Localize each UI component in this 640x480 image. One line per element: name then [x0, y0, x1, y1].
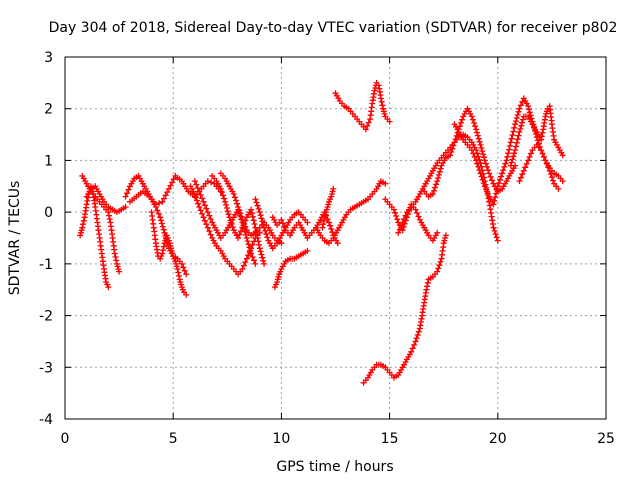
series-markers [421, 105, 519, 200]
series-arc-17 [360, 232, 449, 386]
series-arc-9 [209, 172, 268, 267]
x-tick-label: 15 [381, 431, 399, 447]
series-arc-13 [271, 247, 311, 291]
series-markers [83, 183, 129, 216]
series-markers [148, 209, 190, 298]
series-arc-10 [217, 170, 285, 247]
series-markers [313, 178, 389, 247]
series-markers [187, 183, 263, 278]
chart-title: Day 304 of 2018, Sidereal Day-to-day VTE… [49, 20, 618, 36]
x-tick-label: 10 [272, 431, 290, 447]
series-markers [507, 103, 566, 169]
x-tick-label: 0 [61, 431, 70, 447]
series-markers [516, 141, 566, 185]
series-markers [217, 170, 285, 247]
series-arc-3 [83, 183, 129, 216]
y-tick-label: 1 [44, 153, 53, 169]
series-arc-2 [79, 172, 123, 275]
y-tick-label: -4 [39, 412, 53, 428]
series-arc-21 [451, 121, 506, 208]
series-markers [79, 172, 123, 275]
y-tick-label: -1 [39, 257, 53, 273]
axis-ticks: 0 5 10 15 20 25 -4 -3 -2 -1 0 1 2 3 [39, 50, 615, 447]
series-arc-20 [421, 105, 519, 200]
y-tick-label: 0 [44, 205, 53, 221]
y-tick-label: 3 [44, 50, 53, 66]
series-arc-12 [269, 209, 341, 247]
y-tick-label: -2 [39, 309, 53, 325]
series-markers [269, 209, 341, 247]
series-markers [360, 232, 449, 386]
series-markers [209, 172, 268, 267]
x-tick-label: 20 [489, 431, 507, 447]
series-markers [451, 121, 506, 208]
series-markers [319, 185, 337, 231]
grid [65, 57, 606, 419]
y-tick-label: 2 [44, 102, 53, 118]
series-arc-15 [319, 185, 337, 231]
series-markers [332, 79, 393, 133]
series-arc-24 [516, 141, 566, 185]
series-markers [271, 247, 311, 291]
x-tick-label: 25 [597, 431, 615, 447]
series-arc-6 [148, 209, 190, 298]
x-axis-label: GPS time / hours [276, 459, 393, 475]
plot-area [77, 79, 566, 386]
series-arc-16 [332, 79, 393, 133]
series-arc-7 [187, 183, 263, 278]
plot-frame [64, 56, 607, 420]
y-axis-label: SDTVAR / TECUs [7, 181, 23, 296]
series-arc-14 [313, 178, 389, 247]
series-arc-23 [507, 103, 566, 169]
y-tick-label: -3 [39, 360, 53, 376]
x-tick-label: 5 [169, 431, 178, 447]
